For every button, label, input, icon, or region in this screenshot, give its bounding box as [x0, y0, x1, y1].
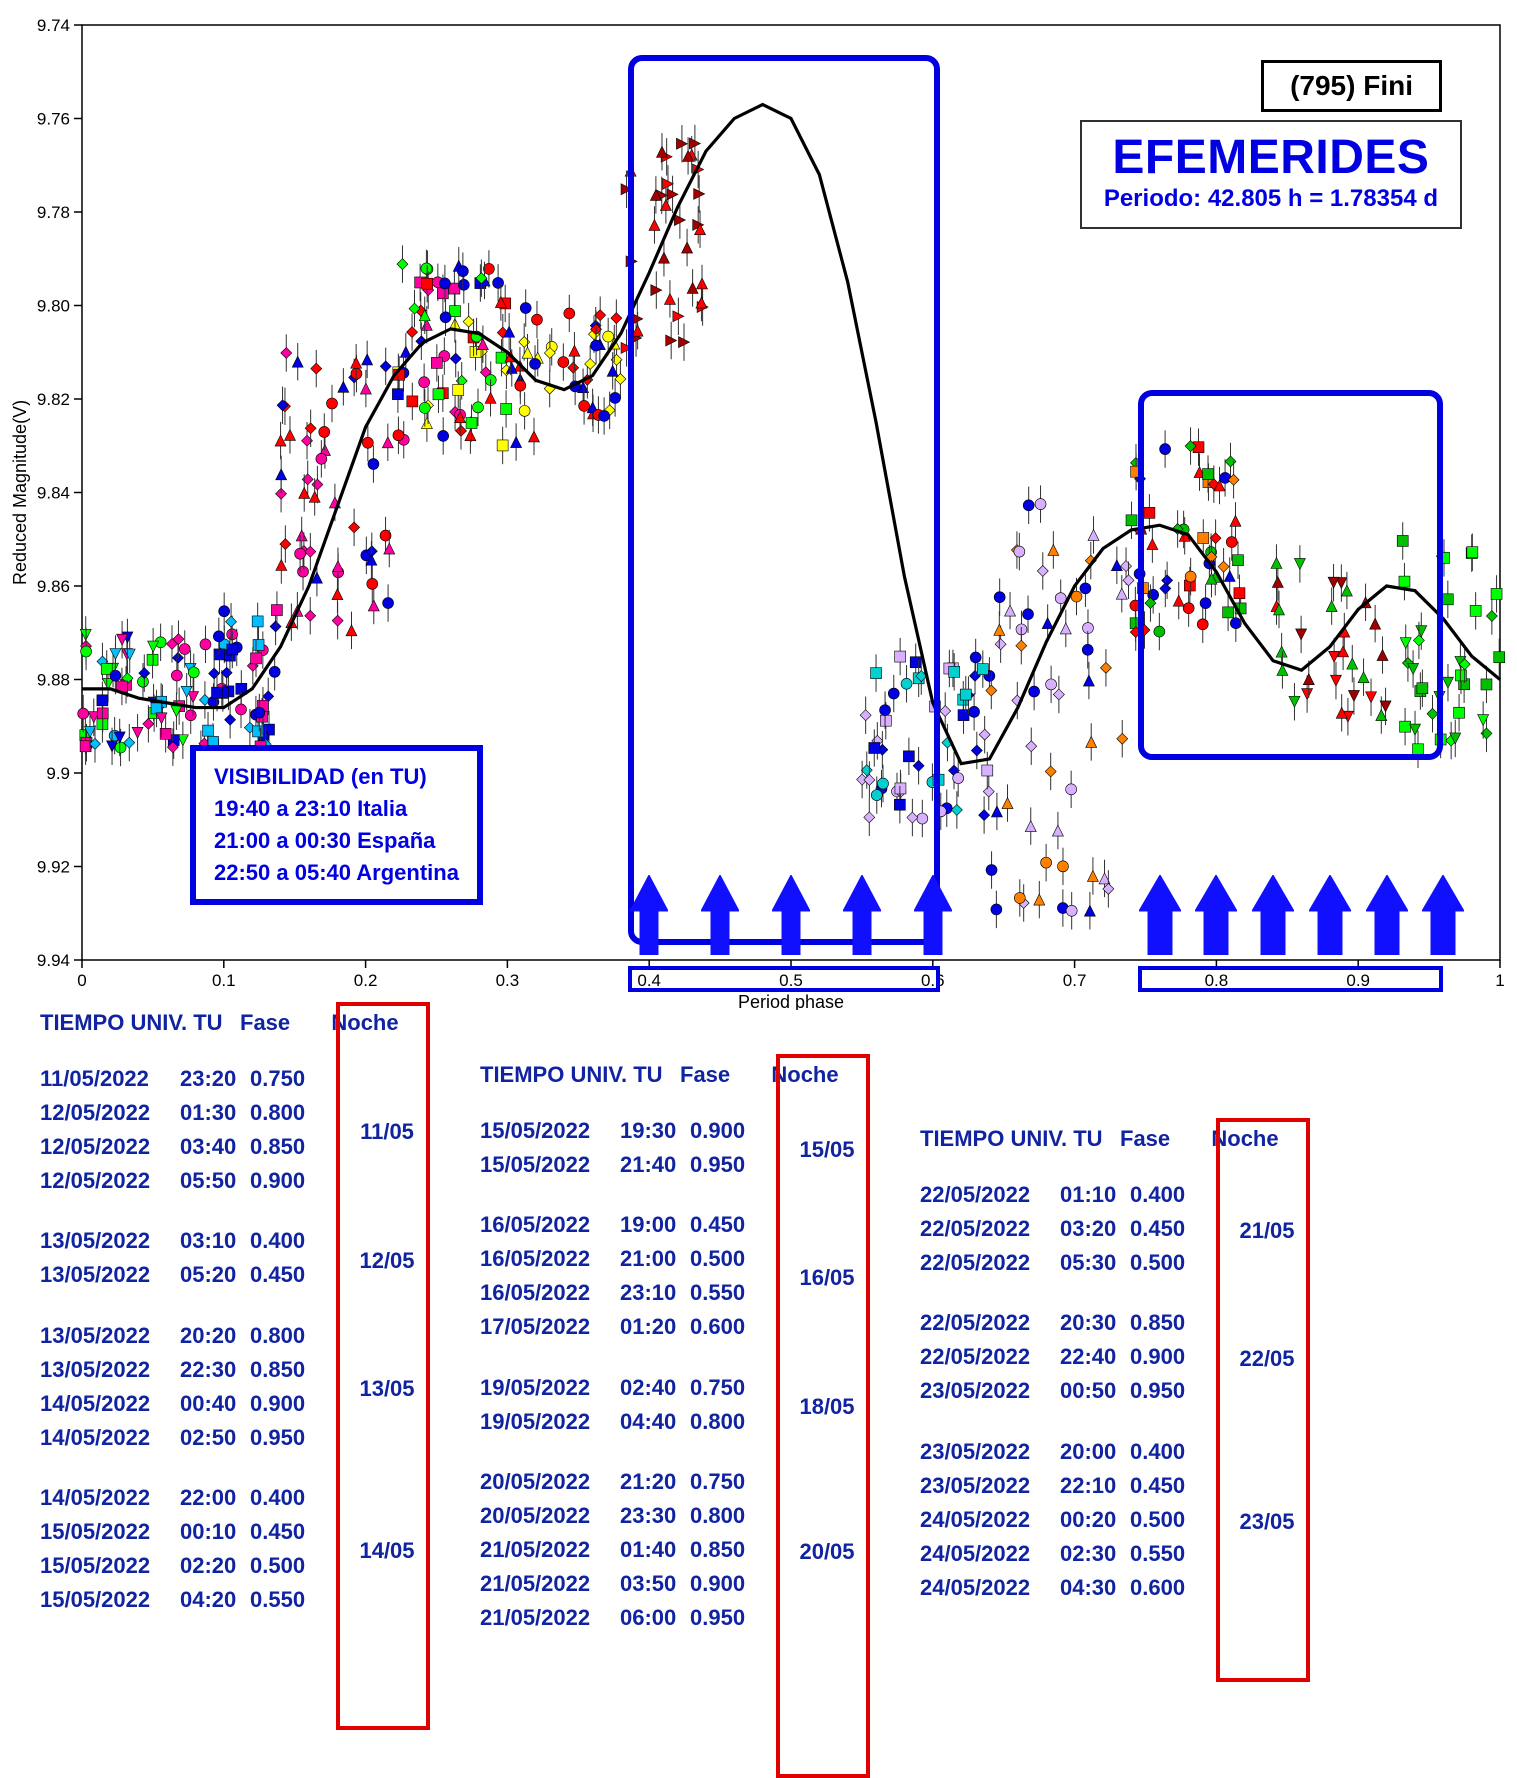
svg-text:Reduced Magnitude(V): Reduced Magnitude(V) — [10, 400, 30, 585]
ephemeris-row: 13/05/202220:200.800 — [40, 1319, 410, 1353]
ephemeris-row: 22/05/202205:300.500 — [920, 1246, 1290, 1280]
phase-arrow-icon — [843, 875, 881, 960]
ephemeris-header: TIEMPO UNIV. TUFaseNoche — [920, 1126, 1290, 1152]
ephemeris-body: 22/05/202201:100.40022/05/202203:200.450… — [920, 1178, 1290, 1605]
col-tu: TIEMPO UNIV. TU — [480, 1062, 680, 1088]
ephemeris-row: 23/05/202222:100.450 — [920, 1469, 1290, 1503]
col-fase: Fase — [240, 1010, 320, 1036]
phase-arrow-icon — [1309, 875, 1351, 960]
phase-arrow-icon — [1366, 875, 1408, 960]
ephemeris-row: 23/05/202200:500.950 — [920, 1374, 1290, 1408]
noche-label: 18/05 — [786, 1394, 868, 1420]
noche-label: 15/05 — [786, 1137, 868, 1163]
ephemeris-row: 24/05/202202:300.550 — [920, 1537, 1290, 1571]
asteroid-title-box: (795) Fini — [1261, 60, 1442, 112]
col-noche: Noche — [1200, 1126, 1290, 1152]
noche-label: 21/05 — [1226, 1218, 1308, 1244]
svg-text:9.92: 9.92 — [37, 858, 70, 877]
phase-arrow-icon — [1139, 875, 1181, 960]
ephemeris-row: 22/05/202201:100.400 — [920, 1178, 1290, 1212]
svg-text:9.82: 9.82 — [37, 390, 70, 409]
ephemeris-row: 17/05/202201:200.600 — [480, 1310, 850, 1344]
efemerides-subtitle: Periodo: 42.805 h = 1.78354 d — [1104, 185, 1438, 213]
col-tu: TIEMPO UNIV. TU — [40, 1010, 240, 1036]
phase-arrow-icon — [630, 875, 668, 960]
svg-text:9.78: 9.78 — [37, 203, 70, 222]
ephemeris-body: 11/05/202223:200.75012/05/202201:300.800… — [40, 1062, 410, 1617]
phase-arrow-icon — [701, 875, 739, 960]
ephemeris-row: 22/05/202220:300.850 — [920, 1306, 1290, 1340]
phase-highlight-region — [1138, 390, 1443, 760]
svg-text:Period phase: Period phase — [738, 992, 844, 1010]
svg-text:9.94: 9.94 — [37, 951, 70, 970]
noche-label: 20/05 — [786, 1539, 868, 1565]
ephemeris-column: TIEMPO UNIV. TUFaseNoche 15/05/202219:300… — [480, 1062, 850, 1661]
svg-text:0: 0 — [77, 971, 86, 990]
ephemeris-body: 15/05/202219:300.90015/05/202221:400.950… — [480, 1114, 850, 1635]
phase-arrow-icon — [1422, 875, 1464, 960]
phase-highlight-region — [628, 55, 940, 945]
ephemeris-row: 23/05/202220:000.400 — [920, 1435, 1290, 1469]
svg-text:9.80: 9.80 — [37, 297, 70, 316]
phase-range-box — [628, 966, 940, 992]
noche-label: 11/05 — [346, 1119, 428, 1145]
asteroid-title: (795) Fini — [1290, 70, 1413, 101]
noche-label: 14/05 — [346, 1538, 428, 1564]
noche-label: 16/05 — [786, 1265, 868, 1291]
svg-text:9.86: 9.86 — [37, 577, 70, 596]
ephemeris-row: 20/05/202223:300.800 — [480, 1499, 850, 1533]
visibility-box: VISIBILIDAD (en TU)19:40 a 23:10 Italia2… — [190, 745, 483, 905]
noche-label: 22/05 — [1226, 1346, 1308, 1372]
col-noche: Noche — [760, 1062, 850, 1088]
ephemeris-row: 15/05/202204:200.550 — [40, 1583, 410, 1617]
svg-text:0.1: 0.1 — [212, 971, 236, 990]
svg-text:9.9: 9.9 — [46, 764, 70, 783]
ephemeris-row: 11/05/202223:200.750 — [40, 1062, 410, 1096]
svg-text:9.74: 9.74 — [37, 16, 70, 35]
col-noche: Noche — [320, 1010, 410, 1036]
phase-arrow-icon — [914, 875, 952, 960]
col-fase: Fase — [680, 1062, 760, 1088]
ephemeris-row: 14/05/202202:500.950 — [40, 1421, 410, 1455]
efemerides-box: EFEMERIDES Periodo: 42.805 h = 1.78354 d — [1080, 120, 1462, 229]
efemerides-title: EFEMERIDES — [1104, 130, 1438, 185]
noche-label: 23/05 — [1226, 1509, 1308, 1535]
ephemeris-column: TIEMPO UNIV. TUFaseNoche 22/05/202201:100… — [920, 1126, 1290, 1631]
svg-text:0.2: 0.2 — [354, 971, 378, 990]
phase-arrow-icon — [1195, 875, 1237, 960]
ephemeris-row: 21/05/202206:000.950 — [480, 1601, 850, 1635]
noche-label: 12/05 — [346, 1248, 428, 1274]
col-fase: Fase — [1120, 1126, 1200, 1152]
noche-label: 13/05 — [346, 1376, 428, 1402]
ephemeris-header: TIEMPO UNIV. TUFaseNoche — [40, 1010, 410, 1036]
ephemeris-row: 14/05/202222:000.400 — [40, 1481, 410, 1515]
col-tu: TIEMPO UNIV. TU — [920, 1126, 1120, 1152]
chart-area: 00.10.20.30.40.50.60.70.80.919.749.769.7… — [0, 0, 1517, 1010]
ephemeris-column: TIEMPO UNIV. TUFaseNoche 11/05/202223:200… — [40, 1010, 410, 1643]
ephemeris-tables: TIEMPO UNIV. TUFaseNoche11/05/202223:200… — [0, 1010, 1517, 1701]
visibility-row: 19:40 a 23:10 Italia — [214, 793, 459, 825]
phase-range-box — [1138, 966, 1443, 992]
visibility-row: 21:00 a 00:30 España — [214, 825, 459, 857]
visibility-title: VISIBILIDAD (en TU) — [214, 761, 459, 793]
svg-text:9.84: 9.84 — [37, 484, 70, 503]
ephemeris-row: 12/05/202205:500.900 — [40, 1164, 410, 1198]
svg-text:9.76: 9.76 — [37, 110, 70, 129]
svg-text:0.3: 0.3 — [496, 971, 520, 990]
ephemeris-row: 16/05/202219:000.450 — [480, 1208, 850, 1242]
ephemeris-row: 24/05/202204:300.600 — [920, 1571, 1290, 1605]
ephemeris-header: TIEMPO UNIV. TUFaseNoche — [480, 1062, 850, 1088]
svg-text:0.7: 0.7 — [1063, 971, 1087, 990]
phase-arrow-icon — [1252, 875, 1294, 960]
svg-text:9.88: 9.88 — [37, 671, 70, 690]
ephemeris-row: 21/05/202203:500.900 — [480, 1567, 850, 1601]
svg-text:1: 1 — [1495, 971, 1504, 990]
ephemeris-row: 20/05/202221:200.750 — [480, 1465, 850, 1499]
visibility-row: 22:50 a 05:40 Argentina — [214, 857, 459, 889]
phase-arrow-icon — [772, 875, 810, 960]
